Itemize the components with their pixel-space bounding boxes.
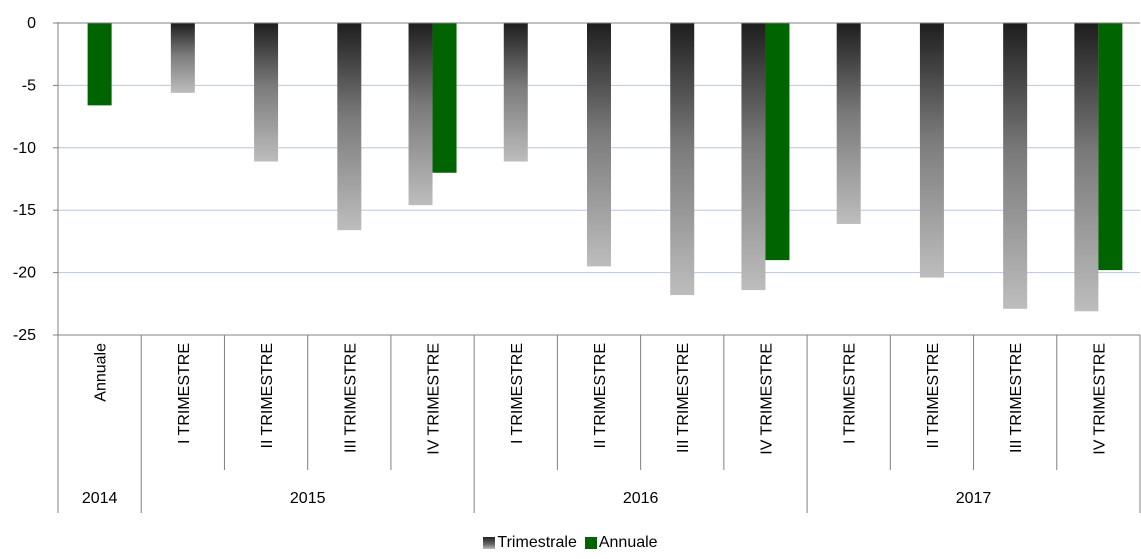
x-tick-label: IV TRIMESTRE	[758, 343, 775, 455]
bar-annuale	[87, 23, 112, 106]
bar-annuale	[432, 23, 457, 173]
x-tick-label: III TRIMESTRE	[1008, 343, 1025, 453]
bar-annuale	[1098, 23, 1123, 271]
bar-trimestrale	[503, 23, 528, 162]
x-tick-label: II TRIMESTRE	[925, 343, 942, 449]
x-tick-label: I TRIMESTRE	[176, 343, 193, 444]
x-tick-label: II TRIMESTRE	[259, 343, 276, 449]
year-label: 2015	[290, 490, 326, 507]
bar-trimestrale	[1003, 23, 1028, 309]
x-tick-label: Annuale	[93, 343, 110, 402]
bars	[87, 23, 1123, 312]
legend-label-annuale: Annuale	[598, 534, 658, 551]
y-tick-label: -10	[13, 140, 36, 157]
y-tick-label: -5	[22, 77, 36, 94]
x-tick-label: IV TRIMESTRE	[426, 343, 443, 455]
bar-trimestrale	[1074, 23, 1099, 312]
axes	[53, 22, 1141, 513]
labels: 0 -5 -10 -15 -20 -25 Annuale I TRIMESTRE II TRIM…	[13, 15, 1109, 507]
legend-item-trimestrale: Trimestrale	[483, 534, 577, 552]
y-tick-label: -15	[13, 202, 36, 219]
bar-trimestrale	[587, 23, 611, 267]
y-tick-label: -20	[13, 265, 36, 282]
legend-label-trimestrale: Trimestrale	[497, 534, 577, 551]
bar-trimestrale	[836, 23, 861, 224]
x-tick-label: I TRIMESTRE	[842, 343, 859, 444]
legend-item-annuale: Annuale	[584, 534, 658, 552]
x-tick-label: III TRIMESTRE	[342, 343, 359, 453]
bar-trimestrale	[919, 23, 944, 278]
bar-trimestrale	[670, 23, 695, 296]
bar-trimestrale	[741, 23, 766, 291]
bar-trimestrale	[170, 23, 195, 93]
y-tick-label: -25	[13, 327, 36, 344]
bar-trimestrale	[337, 23, 362, 231]
bar-trimestrale	[254, 23, 279, 162]
x-tick-label: III TRIMESTRE	[675, 343, 692, 453]
x-tick-label: I TRIMESTRE	[509, 343, 526, 444]
x-tick-label: II TRIMESTRE	[592, 343, 609, 449]
year-label: 2017	[956, 490, 992, 507]
legend: Trimestrale Annuale	[0, 533, 1141, 553]
legend-swatch-annuale	[584, 537, 597, 549]
x-tick-label: IV TRIMESTRE	[1091, 343, 1108, 455]
year-label: 2016	[623, 490, 659, 507]
bar-annuale	[765, 23, 790, 261]
year-label: 2014	[82, 490, 118, 507]
bar-trimestrale	[408, 23, 433, 206]
legend-swatch-trimestrale	[483, 537, 496, 549]
y-tick-label: 0	[27, 15, 36, 32]
